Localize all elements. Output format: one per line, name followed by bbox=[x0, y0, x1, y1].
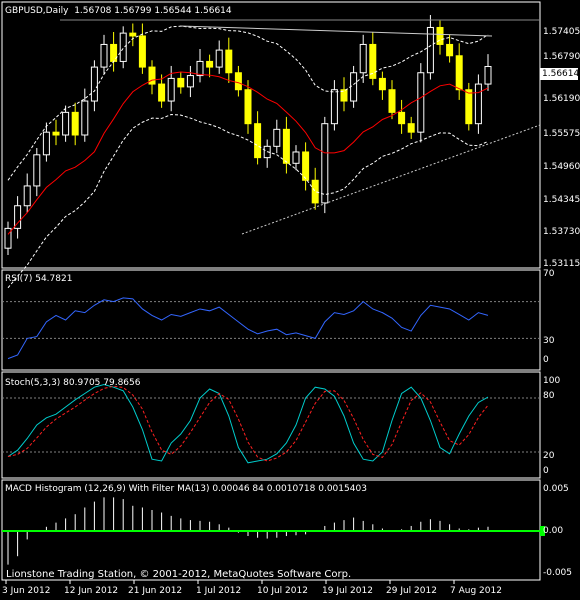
price-tick: 1.53730 bbox=[543, 227, 580, 237]
candle-body bbox=[62, 111, 70, 136]
candle-body bbox=[378, 77, 386, 91]
price-tick: 1.53115 bbox=[543, 259, 580, 269]
candle-body bbox=[129, 32, 137, 37]
candle-body bbox=[282, 128, 290, 164]
symbol-label: GBPUSD,Daily bbox=[5, 6, 69, 16]
candle-body bbox=[90, 66, 98, 102]
candle-body bbox=[321, 123, 329, 204]
candle-body bbox=[465, 89, 473, 125]
candle-body bbox=[215, 49, 223, 68]
candle-body bbox=[52, 131, 60, 136]
candle-body bbox=[244, 89, 252, 125]
candle-body bbox=[33, 154, 41, 187]
candle-body bbox=[23, 185, 31, 207]
moving-average-line bbox=[7, 71, 489, 235]
date-label: 19 Jul 2012 bbox=[322, 586, 373, 596]
price-tick: 1.54960 bbox=[543, 162, 580, 172]
long-ma-line bbox=[179, 25, 493, 37]
candle-body bbox=[330, 89, 338, 125]
candle-body bbox=[186, 75, 194, 88]
current-price-box: 1.56614 bbox=[540, 68, 580, 80]
stoch-signal-line bbox=[7, 385, 489, 462]
stoch-level: 0 bbox=[543, 466, 549, 476]
main-title: GBPUSD,Daily 1.56708 1.56799 1.56544 1.5… bbox=[5, 6, 232, 16]
date-label: 29 Jul 2012 bbox=[386, 586, 437, 596]
candle-body bbox=[426, 26, 434, 74]
candle-body bbox=[474, 83, 482, 125]
price-tick: 1.57405 bbox=[543, 27, 580, 37]
candle-body bbox=[206, 60, 214, 68]
panel-frame bbox=[1, 1, 541, 269]
candle-body bbox=[81, 100, 89, 136]
candle-body bbox=[359, 43, 367, 74]
candle-body bbox=[234, 72, 242, 91]
macd-title: MACD Histogram (12,26,9) With Filter MA(… bbox=[5, 484, 367, 494]
date-label: 7 Aug 2012 bbox=[450, 586, 502, 596]
rsi-level: 30 bbox=[543, 336, 555, 346]
candle-body bbox=[407, 123, 415, 133]
candle-body bbox=[388, 89, 396, 113]
candle-body bbox=[71, 111, 79, 136]
candle-body bbox=[436, 26, 444, 45]
candle-body bbox=[484, 66, 492, 85]
support-trendline bbox=[241, 124, 541, 235]
candle-body bbox=[398, 111, 406, 125]
candle-body bbox=[340, 89, 348, 102]
price-tick: 1.56790 bbox=[543, 52, 580, 62]
candle-body bbox=[455, 55, 463, 91]
rsi-title: RSI(7) 54.7821 bbox=[5, 274, 73, 284]
stoch-level: 20 bbox=[543, 451, 555, 461]
panel-frame bbox=[1, 371, 541, 479]
candle-body bbox=[4, 227, 12, 249]
candle-body bbox=[119, 32, 127, 62]
date-label: 1 Jul 2012 bbox=[196, 586, 242, 596]
macd-level: 0.005 bbox=[543, 484, 569, 494]
candle-body bbox=[100, 43, 108, 68]
rsi-level: 0 bbox=[543, 355, 549, 365]
date-label: 3 Jun 2012 bbox=[2, 586, 51, 596]
candle-body bbox=[158, 83, 166, 102]
price-tick: 1.56190 bbox=[543, 94, 580, 104]
panel-frame bbox=[1, 269, 541, 371]
candle-body bbox=[417, 72, 425, 133]
candle-body bbox=[167, 77, 175, 102]
candle-body bbox=[138, 35, 146, 68]
candle-body bbox=[225, 49, 233, 74]
stoch-level: 80 bbox=[543, 391, 555, 401]
lower-band-line bbox=[7, 114, 489, 289]
stoch-title: Stoch(5,3,3) 80.9705 79.8656 bbox=[5, 378, 141, 388]
candle-body bbox=[254, 123, 262, 159]
ohlc-values: 1.56708 1.56799 1.56544 1.56614 bbox=[74, 6, 232, 16]
date-label: 21 Jun 2012 bbox=[128, 586, 183, 596]
stoch-level: 100 bbox=[543, 376, 561, 386]
rsi-level: 70 bbox=[543, 269, 555, 279]
candle-body bbox=[446, 43, 454, 57]
macd-level: -0.005 bbox=[543, 568, 573, 578]
stoch-main-line bbox=[7, 383, 489, 464]
candle-body bbox=[273, 128, 281, 147]
macd-level: 0.00 bbox=[543, 526, 564, 536]
date-label: 12 Jun 2012 bbox=[64, 586, 119, 596]
price-tick: 1.54345 bbox=[543, 195, 580, 205]
upper-band-line bbox=[7, 25, 489, 181]
rsi-line bbox=[7, 297, 489, 360]
candle-body bbox=[302, 151, 310, 181]
date-label: 10 Jul 2012 bbox=[257, 586, 308, 596]
price-tick: 1.55575 bbox=[543, 129, 580, 139]
candle-body bbox=[369, 43, 377, 79]
candle-body bbox=[42, 131, 50, 156]
candle-body bbox=[148, 66, 156, 85]
candle-body bbox=[350, 72, 358, 102]
candle-body bbox=[292, 151, 300, 164]
macd-zero-marker bbox=[540, 526, 545, 536]
candle-body bbox=[311, 179, 319, 204]
candle-body bbox=[14, 205, 22, 229]
candle-body bbox=[196, 60, 204, 77]
candle-body bbox=[177, 77, 185, 88]
copyright-text: Lionstone Trading Station, © 2001-2012, … bbox=[6, 569, 352, 580]
